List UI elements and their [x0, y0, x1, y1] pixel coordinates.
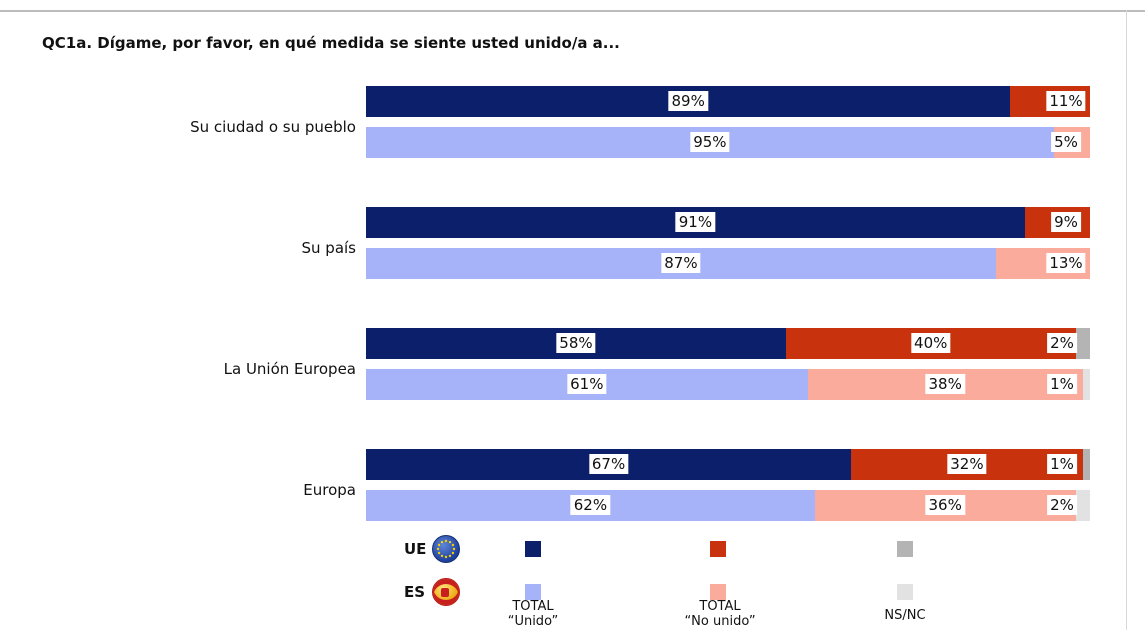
category-label: Europa: [303, 481, 356, 499]
legend-label-line: “Unido”: [507, 614, 559, 629]
legend-swatch: [525, 541, 541, 557]
bar-segment: [1075, 328, 1090, 359]
data-label: 91%: [675, 212, 716, 232]
legend-swatch: [710, 541, 726, 557]
data-label: 13%: [1046, 253, 1086, 273]
data-label: 67%: [588, 454, 629, 474]
bar-segment: [1075, 490, 1090, 521]
legend-label-line: TOTAL: [512, 599, 554, 614]
right-divider: [1126, 10, 1127, 630]
category-label: Su ciudad o su pueblo: [190, 118, 356, 136]
legend-label: TOTAL “No unido”: [684, 599, 755, 629]
data-label: 5%: [1051, 132, 1081, 152]
bar-segment: [1082, 369, 1090, 400]
legend-label-line: NS/NC: [884, 608, 926, 623]
data-label: 95%: [690, 132, 730, 152]
data-label: 89%: [668, 91, 708, 111]
legend-label: TOTAL “Unido”: [508, 599, 559, 629]
data-label: 2%: [1047, 495, 1077, 515]
legend-swatch: [897, 584, 913, 600]
data-label: 32%: [947, 454, 987, 474]
data-label: 38%: [925, 374, 965, 394]
legend-label-line: TOTAL: [699, 599, 741, 614]
legend-label: NS/NC: [884, 608, 925, 623]
data-label: 1%: [1047, 454, 1077, 474]
data-label: 62%: [570, 495, 611, 515]
data-label: 2%: [1047, 333, 1077, 353]
bar-segment: [1082, 449, 1090, 480]
legend-label-line: “No unido”: [684, 614, 756, 629]
legend-swatch: [710, 584, 726, 600]
data-label: 87%: [661, 253, 701, 273]
eu-flag-icon: [432, 535, 460, 563]
legend-group-code: ES: [404, 583, 426, 601]
spain-flag-icon: [432, 578, 460, 606]
legend-swatch: [897, 541, 913, 557]
category-label: La Unión Europea: [223, 360, 356, 378]
data-label: 61%: [567, 374, 607, 394]
data-label: 9%: [1051, 212, 1081, 232]
legend-swatch: [525, 584, 541, 600]
data-label: 36%: [925, 495, 965, 515]
chart-title: QC1a. Dígame, por favor, en qué medida s…: [42, 34, 620, 52]
spain-crest-icon: [441, 588, 449, 597]
top-divider: [0, 10, 1145, 12]
legend-group-code: UE: [404, 540, 427, 558]
category-label: Su país: [301, 239, 357, 257]
data-label: 11%: [1046, 91, 1086, 111]
data-label: 58%: [556, 333, 596, 353]
data-label: 40%: [911, 333, 951, 353]
data-label: 1%: [1047, 374, 1077, 394]
